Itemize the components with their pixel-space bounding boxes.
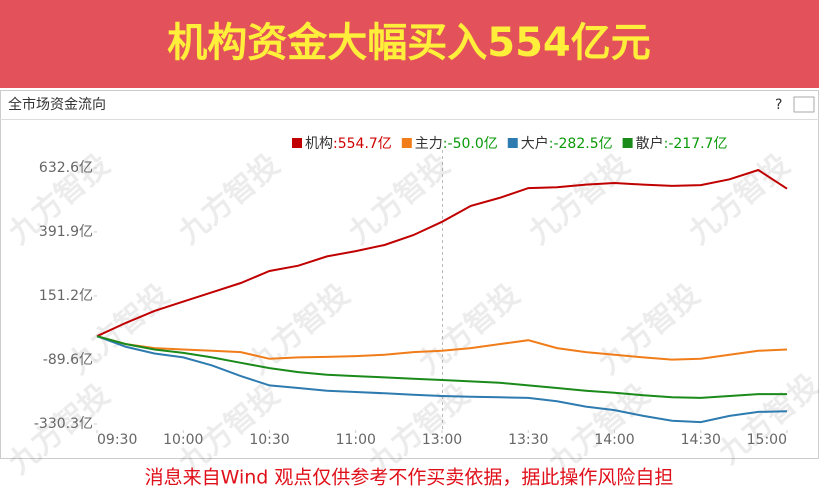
legend-swatch <box>401 138 412 148</box>
legend-value: :-50.0亿 <box>443 136 498 152</box>
legend-value: :-282.5亿 <box>549 136 613 152</box>
x-tick-label: 15:00 <box>747 432 787 448</box>
legend-value: :554.7亿 <box>333 136 392 152</box>
banner-title: 机构资金大幅买入554亿元 <box>167 20 651 66</box>
y-tick-label: 151.2亿 <box>39 288 93 304</box>
footer: 消息来自Wind 观点仅供参考不作买卖依据，据此操作风险自担 <box>145 467 674 489</box>
x-tick-label: 14:00 <box>594 432 634 448</box>
wp-icon[interactable] <box>793 96 815 113</box>
series-line <box>96 168 788 338</box>
legend-name: 大户 <box>521 135 549 152</box>
series-line <box>96 335 787 399</box>
y-tick-label: 391.9亿 <box>39 224 93 240</box>
x-tick-label: 10:30 <box>249 432 289 448</box>
legend-swatch <box>507 138 518 148</box>
legend-name: 主力 <box>415 136 443 152</box>
x-tick-label: 13:30 <box>508 432 548 448</box>
banner-bg <box>0 0 819 88</box>
x-tick-label: 10:00 <box>163 432 203 448</box>
y-tick-label: -330.3亿 <box>34 416 93 432</box>
help[interactable]: ? <box>775 97 782 113</box>
legend-swatch <box>292 138 302 148</box>
series-line <box>96 335 788 361</box>
chart-title: 全市场资金流向 <box>8 96 106 113</box>
legend-swatch <box>622 138 633 148</box>
x-tick-label: 11:00 <box>336 432 376 448</box>
legend-value: :-217.7亿 <box>664 136 728 152</box>
x-tick-label: 09:30 <box>97 432 137 448</box>
x-tick-label: 13:00 <box>422 432 462 448</box>
y-tick-label: -89.6亿 <box>43 352 93 368</box>
legend-name: 机构 <box>305 136 333 152</box>
legend-name: 散户 <box>636 135 664 152</box>
y-tick-label: 632.6亿 <box>39 160 93 176</box>
x-tick-label: 14:30 <box>681 432 721 448</box>
series-line <box>96 335 788 424</box>
